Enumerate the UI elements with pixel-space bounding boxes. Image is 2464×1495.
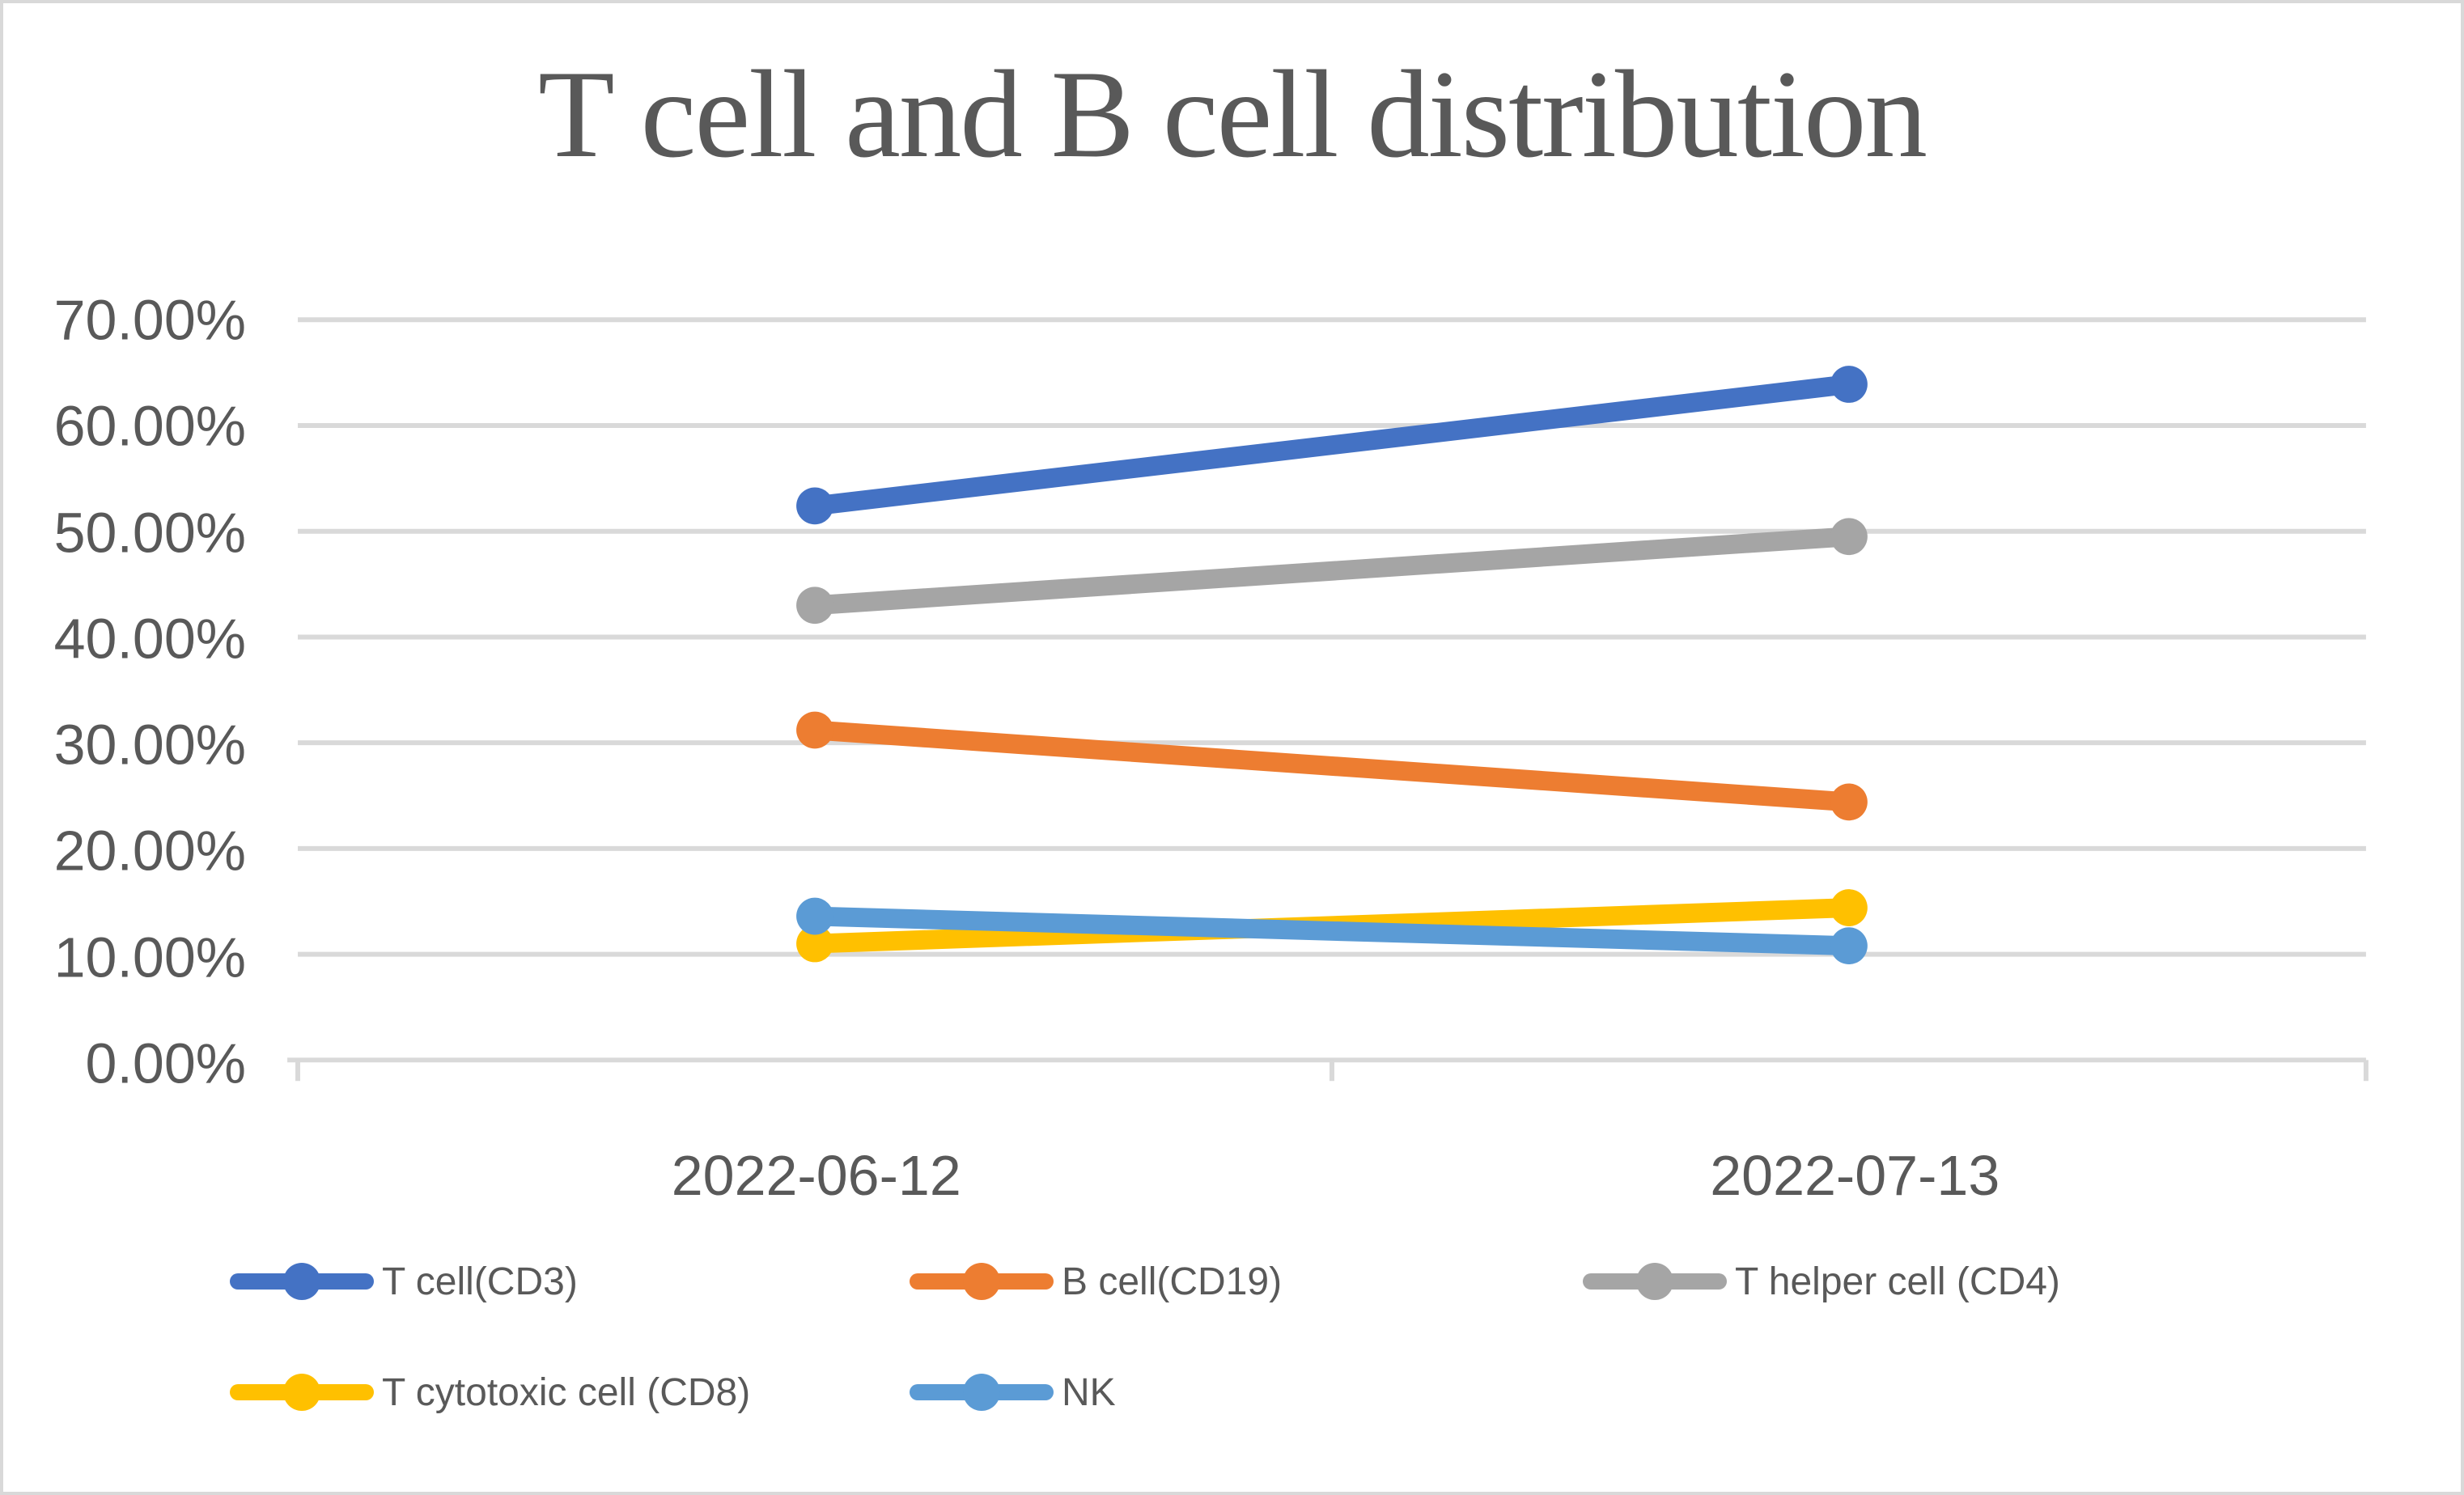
data-point-1-0 <box>796 711 833 749</box>
legend-item: NK <box>910 1366 1116 1418</box>
data-point-3-0 <box>796 925 833 963</box>
legend-line-marker-icon <box>1583 1263 1727 1300</box>
series-line-0 <box>805 375 1859 516</box>
legend-label: T cell(CD3) <box>382 1260 578 1303</box>
series-line-2 <box>805 527 1859 616</box>
legend-label: T cytotoxic cell (CD8) <box>382 1370 751 1414</box>
legend-item: T cytotoxic cell (CD8) <box>230 1366 750 1418</box>
data-point-2-0 <box>796 587 833 625</box>
legend-item: T cell(CD3) <box>230 1256 578 1307</box>
y-axis-label: 10.00% <box>53 925 246 989</box>
y-axis-label: 0.00% <box>85 1031 246 1095</box>
x-axis-label: 2022-07-13 <box>1710 1144 2000 1207</box>
x-axis-label: 2022-06-12 <box>671 1144 961 1207</box>
y-axis-label: 60.00% <box>53 394 246 458</box>
data-point-4-1 <box>1830 927 1868 965</box>
data-point-1-1 <box>1830 783 1868 821</box>
data-point-2-1 <box>1830 518 1868 556</box>
legend-label: B cell(CD19) <box>1062 1260 1283 1303</box>
y-axis-label: 30.00% <box>53 713 246 777</box>
data-point-4-0 <box>796 897 833 935</box>
series-line-1 <box>805 720 1859 812</box>
y-axis-label: 50.00% <box>53 500 246 564</box>
legend-item: T helper cell (CD4) <box>1583 1256 2060 1307</box>
data-point-0-1 <box>1830 366 1868 403</box>
data-point-3-1 <box>1830 889 1868 926</box>
chart-title: T cell and B cell distribution <box>537 44 1928 184</box>
data-point-0-0 <box>796 487 833 525</box>
legend-item: B cell(CD19) <box>910 1256 1282 1307</box>
legend-line-marker-icon <box>230 1263 374 1300</box>
legend-line-marker-icon <box>910 1263 1054 1300</box>
y-axis-label: 70.00% <box>53 288 246 352</box>
y-axis-label: 20.00% <box>53 819 246 883</box>
legend-label: NK <box>1062 1370 1116 1414</box>
series-line-4 <box>805 906 1859 956</box>
plot-area <box>287 317 2369 1082</box>
legend-line-marker-icon <box>910 1374 1054 1411</box>
y-axis-label: 40.00% <box>53 607 246 671</box>
legend-label: T helper cell (CD4) <box>1735 1260 2060 1303</box>
legend-line-marker-icon <box>230 1374 374 1411</box>
